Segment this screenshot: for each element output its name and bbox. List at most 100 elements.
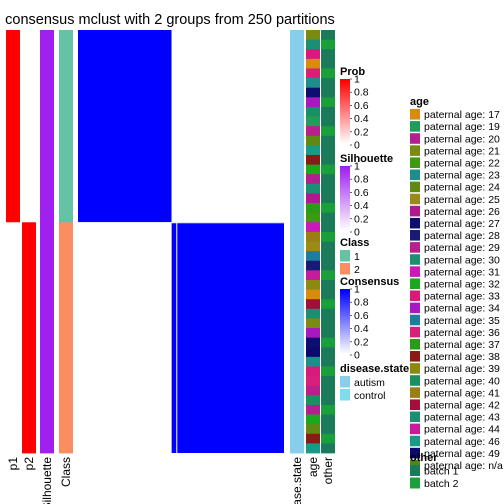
cell-p1 — [6, 97, 20, 108]
cell-p2 — [22, 87, 36, 98]
legend-silhouette-gradient-step — [340, 221, 350, 224]
cell-disease_state — [290, 347, 304, 358]
legend-prob-gradient-step — [340, 127, 350, 130]
cell-disease_state — [290, 424, 304, 435]
chart-title: consensus mclust with 2 groups from 250 … — [5, 12, 335, 28]
cell-other — [321, 135, 335, 146]
cell-age — [306, 433, 320, 444]
legend-consensus-gradient-step — [340, 333, 350, 336]
legend-age-item-label: paternal age: 37 — [424, 339, 500, 351]
legend-consensus-tick-label: 1 — [354, 284, 360, 296]
cell-p2 — [22, 154, 36, 165]
legend-consensus-gradient-step — [340, 348, 350, 351]
cell-other — [321, 356, 335, 367]
legend-age-item-label: paternal age: 32 — [424, 279, 500, 291]
legend-prob-tick-label: 0.8 — [354, 87, 369, 99]
cell-p1 — [6, 145, 20, 156]
cell-p1 — [6, 183, 20, 194]
cell-p1 — [6, 203, 20, 214]
legend-age-swatch — [410, 314, 420, 326]
legend-silhouette-gradient-step — [340, 210, 350, 213]
cell-p2 — [22, 414, 36, 425]
legend-silhouette-gradient-step — [340, 216, 350, 220]
cell-age — [306, 49, 320, 60]
cell-age — [306, 68, 320, 79]
cell-disease_state — [290, 203, 304, 214]
cell-p2 — [22, 337, 36, 348]
cell-other — [321, 299, 335, 310]
cell-silhouette — [40, 58, 54, 69]
cell-other — [321, 347, 335, 358]
legend-silhouette-gradient-step — [340, 170, 350, 173]
cell-p2 — [22, 78, 36, 89]
cell-p1 — [6, 58, 20, 69]
cell-age — [306, 174, 320, 185]
legend-age-item-label: paternal age: 35 — [424, 315, 500, 327]
legend-consensus-gradient-step — [340, 306, 350, 310]
cell-class — [59, 347, 73, 358]
cell-age — [306, 203, 320, 214]
legend-consensus-gradient-step — [340, 308, 350, 312]
cell-disease_state — [290, 97, 304, 108]
cell-p2 — [22, 424, 36, 435]
legend-age-item-label: paternal age: 31 — [424, 266, 500, 278]
cell-disease_state — [290, 145, 304, 156]
cell-silhouette — [40, 106, 54, 117]
cell-other — [321, 337, 335, 348]
legend-prob-gradient-step — [340, 136, 350, 139]
legend-silhouette-gradient-step — [340, 181, 350, 184]
legend-class-swatch — [340, 250, 350, 262]
cell-other — [321, 376, 335, 387]
legend-age-item-label: paternal age: 28 — [424, 230, 500, 242]
cell-disease_state — [290, 222, 304, 233]
cell-age — [306, 212, 320, 223]
legend-age-swatch — [410, 375, 420, 386]
cell-p2 — [22, 145, 36, 156]
cell-p1 — [6, 135, 20, 146]
legend-consensus-gradient-step — [340, 289, 350, 292]
legend-age-swatch — [410, 363, 420, 374]
cell-p1 — [6, 433, 20, 444]
legend-consensus-gradient-step — [340, 319, 350, 323]
legend-silhouette-gradient-step — [340, 196, 350, 200]
track-age — [306, 30, 320, 454]
legend-disease-state-title: disease.state — [340, 363, 409, 375]
cell-p1 — [6, 231, 20, 242]
column-label-class: Class — [59, 457, 73, 487]
cell-p1 — [6, 414, 20, 425]
legend-prob-gradient-step — [340, 90, 350, 93]
cell-p2 — [22, 328, 36, 339]
cell-other — [321, 39, 335, 50]
cell-other — [321, 328, 335, 339]
cell-p2 — [22, 30, 36, 41]
cell-p2 — [22, 203, 36, 214]
legend-silhouette-tick-label: 0.4 — [354, 200, 369, 212]
legend-silhouette-gradient-step — [340, 172, 350, 176]
track-p2 — [22, 30, 36, 454]
legend-consensus-tick-label: 0.2 — [354, 336, 369, 348]
legend-consensus-gradient-step — [340, 293, 350, 296]
cell-disease_state — [290, 68, 304, 79]
cell-disease_state — [290, 183, 304, 194]
cell-age — [306, 279, 320, 290]
cell-other — [321, 395, 335, 406]
legend-prob-gradient-step — [340, 112, 350, 115]
cell-other — [321, 385, 335, 396]
legend-age-item-label: paternal age: 22 — [424, 158, 500, 170]
cell-other — [321, 279, 335, 290]
cell-silhouette — [40, 270, 54, 281]
cell-other — [321, 126, 335, 137]
legend-consensus-gradient-step — [340, 311, 350, 314]
cell-age — [306, 356, 320, 367]
cell-other — [321, 193, 335, 204]
legend-other-item-label: batch 1 — [424, 466, 459, 478]
legend-other-item-label: batch 2 — [424, 478, 459, 490]
cell-disease_state — [290, 395, 304, 406]
cell-silhouette — [40, 251, 54, 262]
legend-age-item-label: paternal age: 26 — [424, 206, 500, 218]
legend-silhouette-gradient-step — [340, 192, 350, 195]
cell-class — [59, 299, 73, 310]
cell-p2 — [22, 433, 36, 444]
cell-class — [59, 270, 73, 281]
